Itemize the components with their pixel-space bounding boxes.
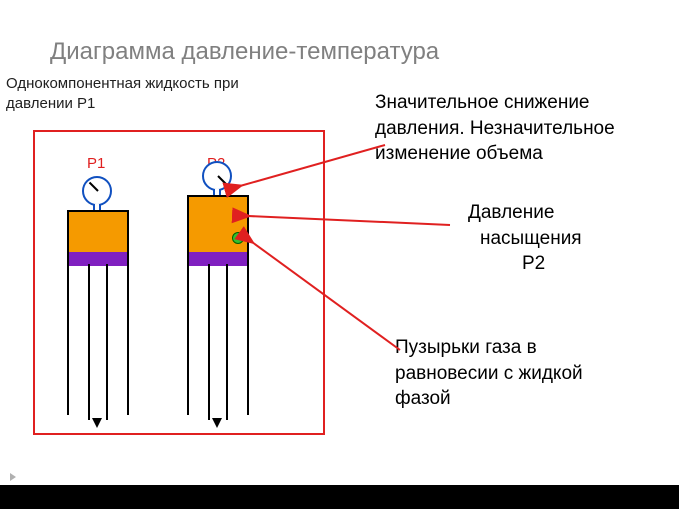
- cylinder-2-arrow: [212, 418, 222, 428]
- gas-bubble: [232, 232, 244, 244]
- gauge-p2: [202, 161, 232, 191]
- annotation-saturation: Давление насыщения Р2: [452, 200, 672, 277]
- cylinder-2-rod-left: [208, 264, 210, 420]
- gauge-p1: [82, 176, 112, 206]
- cylinder-1-arrow: [92, 418, 102, 428]
- cylinder-2: [187, 195, 249, 415]
- annotation-bubbles: Пузырьки газа в равновесии с жидкой фазо…: [395, 335, 625, 412]
- cylinder-1-gas: [69, 212, 127, 252]
- cylinder-1-rod-right: [106, 264, 108, 420]
- footer-bar: [0, 485, 679, 509]
- subtitle: Однокомпонентная жидкость при давлении Р…: [6, 74, 266, 113]
- page-title: Диаграмма давление-температура: [50, 38, 439, 66]
- cylinder-1: [67, 210, 129, 415]
- cylinder-2-piston: [189, 252, 247, 266]
- cylinder-1-piston: [69, 252, 127, 266]
- label-p1: P1: [87, 155, 105, 172]
- annotation-pressure-drop: Значительное снижение давления. Незначит…: [375, 90, 665, 167]
- cylinder-1-rod-left: [88, 264, 90, 420]
- slide-marker-icon: [10, 473, 16, 481]
- cylinder-2-rod-right: [226, 264, 228, 420]
